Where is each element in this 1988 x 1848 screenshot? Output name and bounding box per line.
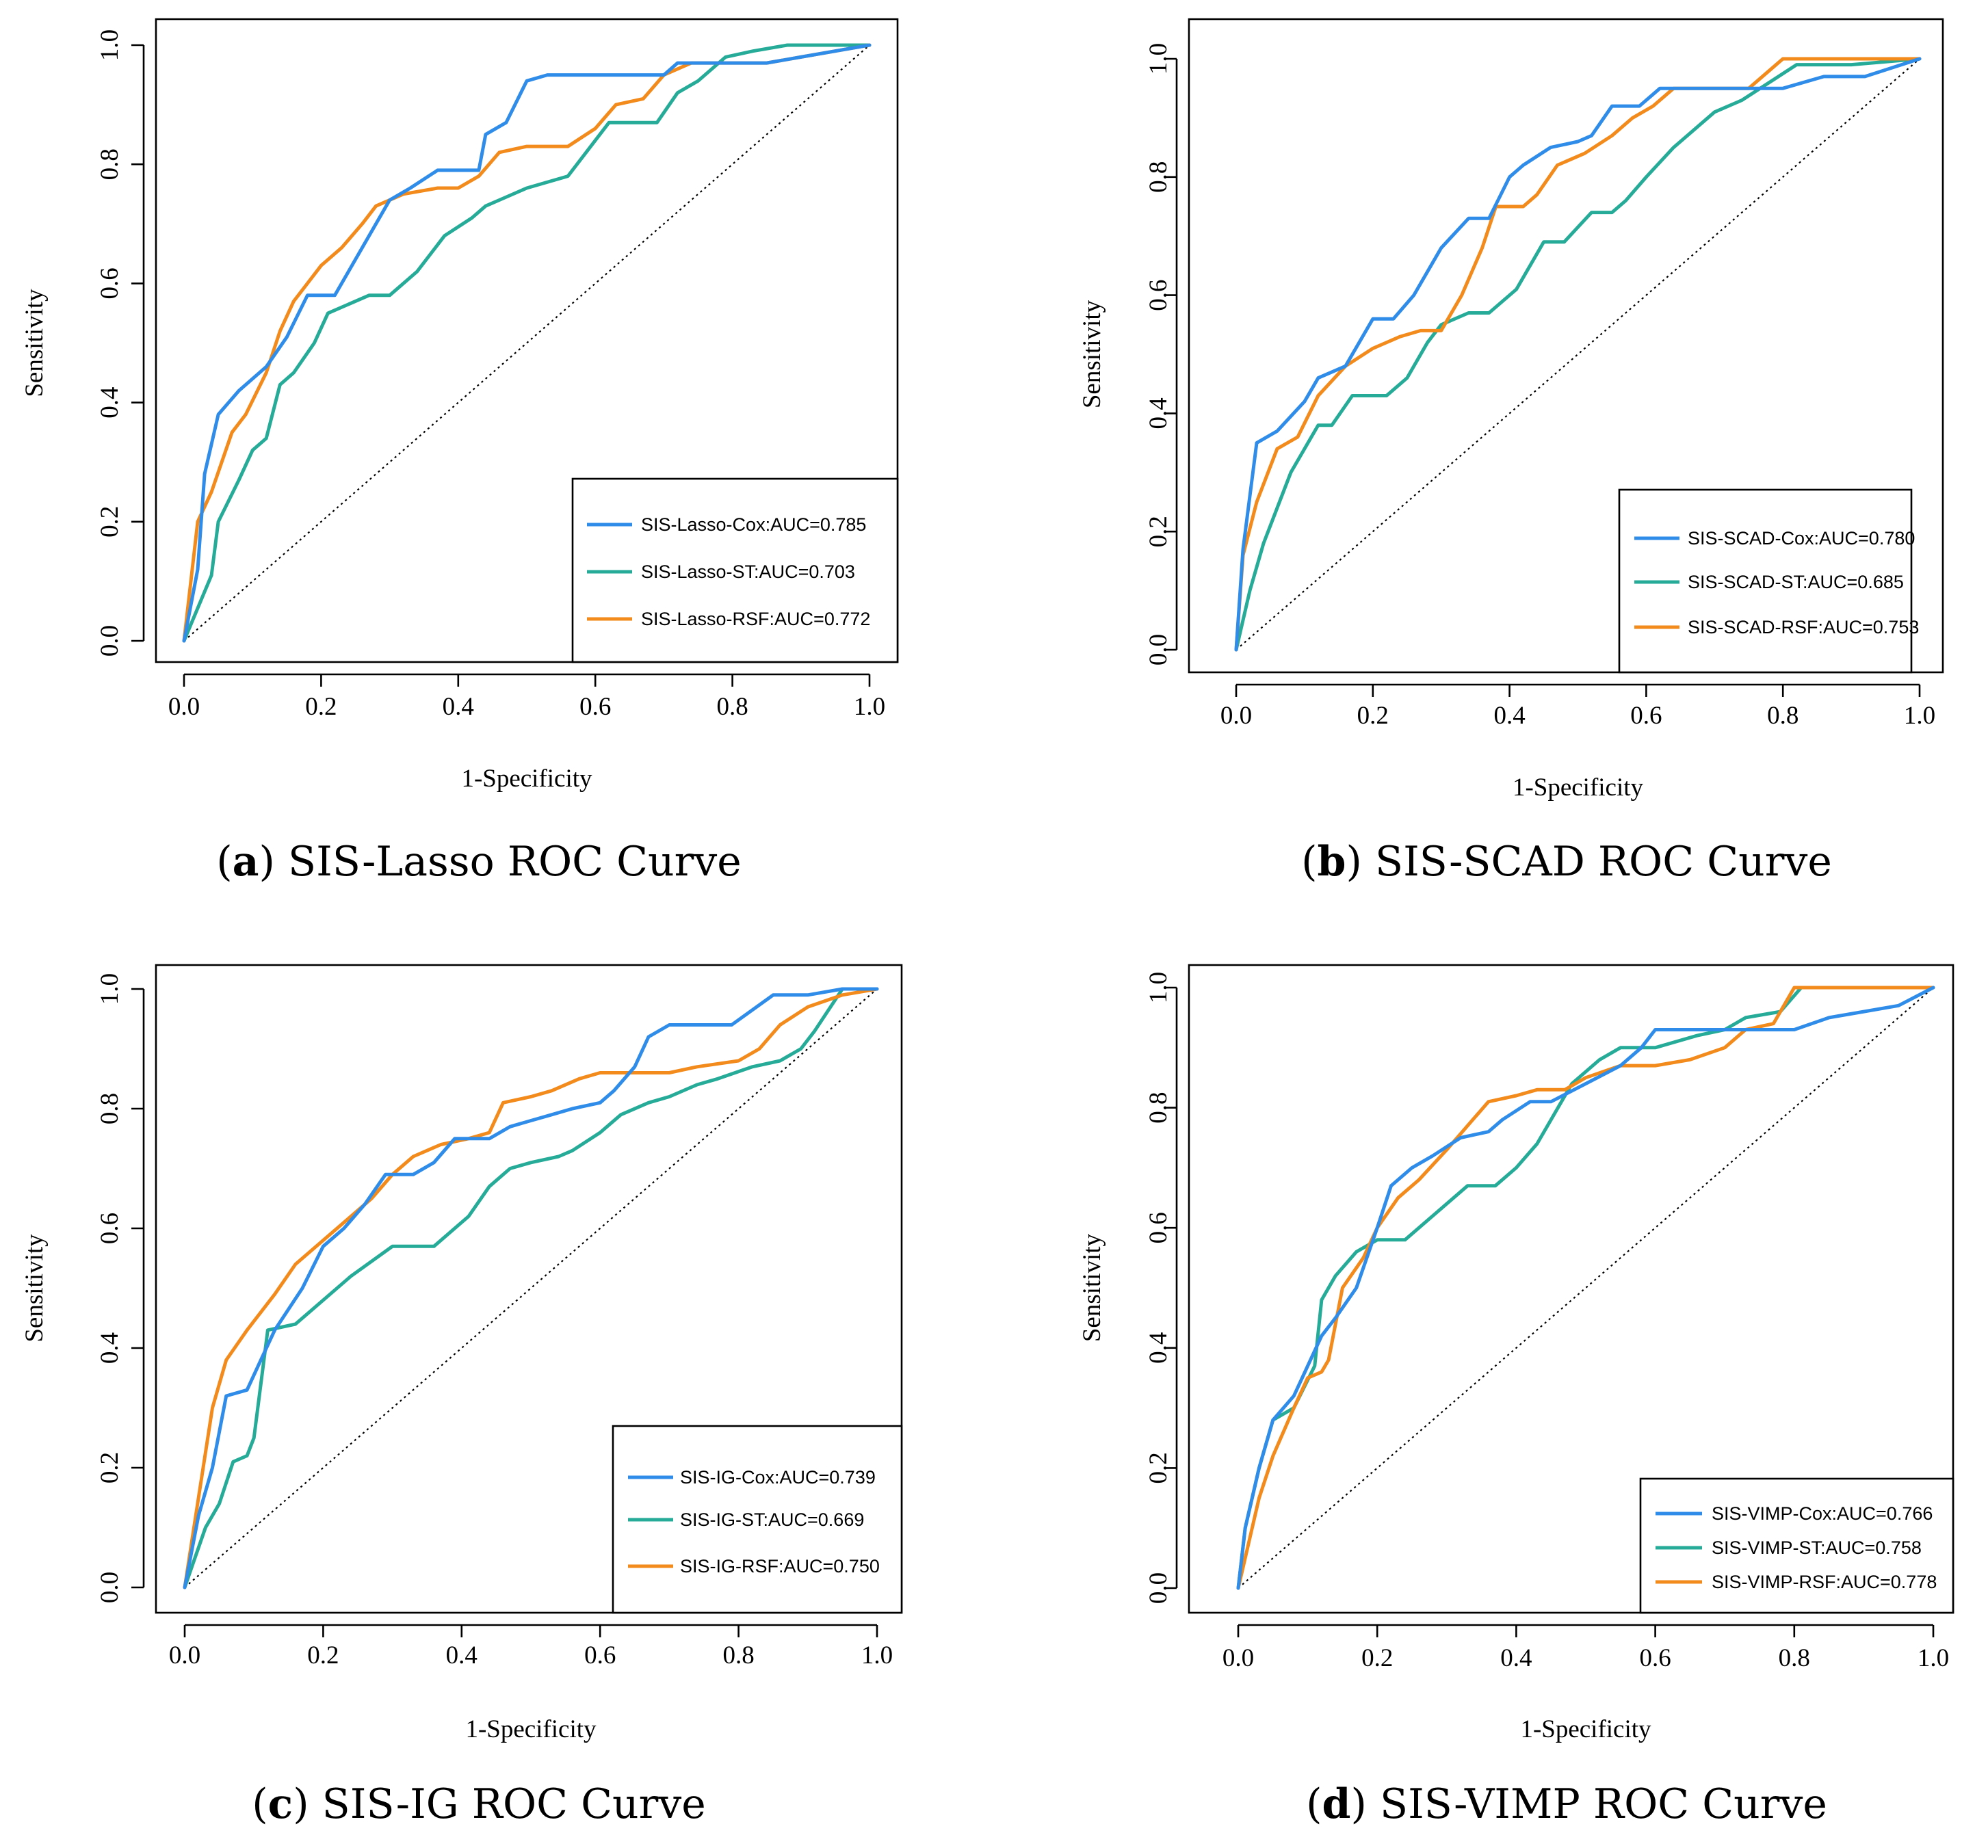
y-tick-label: 0.8	[96, 148, 124, 180]
x-axis-label: 1-Specificity	[461, 765, 592, 793]
y-tick-label: 0.2	[1145, 516, 1173, 547]
y-tick-label: 0.4	[1145, 1332, 1173, 1364]
y-axis-label: Sensitivity	[21, 289, 49, 397]
roc-panel-c: 0.0 0.2 0.4 0.6 0.8 1.0 1-Specificity 0.0 0.2 0.4…	[21, 964, 903, 1828]
x-tick-label: 0.4	[1493, 702, 1525, 730]
x-axis-label: 1-Specificity	[465, 1715, 597, 1743]
roc-curve-cox	[1236, 986, 1935, 1590]
legend-label-st: SIS-IG-ST:AUC=0.669	[680, 1509, 864, 1530]
plot-frame	[1188, 18, 1944, 674]
y-axis-label: Sensitivity	[1078, 1233, 1106, 1342]
y-tick-label: 0.0	[1145, 1572, 1173, 1604]
legend-label-cox: SIS-IG-Cox:AUC=0.739	[680, 1467, 876, 1488]
y-axis-label: Sensitivity	[21, 1234, 49, 1343]
x-tick-label: 0.4	[446, 1641, 478, 1669]
panel-caption: (d) SIS-VIMP ROC Curve	[1306, 1780, 1827, 1828]
x-tick-label: 0.2	[305, 693, 337, 721]
y-tick-label: 1.0	[96, 29, 124, 61]
x-tick-label: 0.4	[443, 693, 474, 721]
y-tick-label: 0.2	[96, 506, 124, 538]
x-tick-label: 0.8	[722, 1641, 754, 1669]
y-tick-label: 0.4	[96, 386, 124, 418]
x-tick-label: 0.8	[1767, 702, 1799, 730]
roc-curve-rsf	[1236, 986, 1935, 1590]
x-tick-label: 0.2	[307, 1641, 339, 1669]
x-tick-label: 0.0	[169, 1641, 200, 1669]
y-axis-label: Sensitivity	[1078, 300, 1106, 408]
legend-label-rsf: SIS-IG-RSF:AUC=0.750	[680, 1556, 880, 1576]
roc-curve-st	[183, 987, 879, 1589]
y-tick-label: 0.2	[96, 1452, 124, 1483]
y-tick-label: 0.8	[1145, 161, 1173, 193]
roc-curve-cox	[183, 987, 879, 1589]
y-tick-label: 0.2	[1145, 1452, 1173, 1483]
x-tick-label: 0.2	[1361, 1644, 1393, 1672]
x-tick-label: 0.6	[579, 693, 611, 721]
reference-diagonal	[183, 44, 870, 642]
y-tick-label: 1.0	[96, 973, 124, 1005]
plot-frame	[155, 18, 899, 663]
y-tick-label: 0.4	[1145, 397, 1173, 429]
x-tick-label: 0.2	[1357, 702, 1389, 730]
plot-frame	[1188, 964, 1954, 1614]
x-tick-label: 0.0	[1220, 702, 1252, 730]
x-tick-label: 1.0	[854, 693, 885, 721]
roc-curve-cox	[182, 43, 872, 643]
y-tick-label: 0.0	[96, 625, 124, 657]
legend-label-rsf: SIS-Lasso-RSF:AUC=0.772	[641, 609, 870, 629]
reference-diagonal	[184, 988, 878, 1588]
roc-panel-b: 0.0 0.2 0.4 0.6 0.8 1.0 1-Specificity 0.0 0.2 0.4…	[1078, 18, 1944, 886]
legend-label-cox: SIS-SCAD-Cox:AUC=0.780	[1688, 528, 1915, 549]
panel-caption: (a) SIS-Lasso ROC Curve	[216, 838, 742, 886]
y-tick-label: 0.8	[96, 1093, 124, 1124]
legend-label-cox: SIS-Lasso-Cox:AUC=0.785	[641, 514, 866, 535]
legend-box	[571, 477, 899, 663]
legend-label-st: SIS-SCAD-ST:AUC=0.685	[1688, 572, 1904, 592]
x-axis-label: 1-Specificity	[1520, 1715, 1651, 1743]
x-tick-label: 0.8	[1779, 1644, 1810, 1672]
x-tick-label: 0.0	[168, 693, 200, 721]
x-tick-label: 0.8	[716, 693, 748, 721]
y-tick-label: 0.6	[1145, 1212, 1173, 1243]
panel-caption: (b) SIS-SCAD ROC Curve	[1301, 838, 1832, 886]
y-tick-label: 0.6	[96, 267, 124, 299]
y-tick-label: 1.0	[1145, 972, 1173, 1003]
legend-label-cox: SIS-VIMP-Cox:AUC=0.766	[1712, 1503, 1933, 1524]
x-axis-label: 1-Specificity	[1513, 774, 1644, 802]
x-tick-label: 1.0	[1918, 1644, 1949, 1672]
legend-label-st: SIS-Lasso-ST:AUC=0.703	[641, 562, 855, 582]
roc-curve-cox	[1234, 57, 1922, 652]
x-tick-label: 1.0	[861, 1641, 893, 1669]
legend-label-rsf: SIS-VIMP-RSF:AUC=0.778	[1712, 1572, 1937, 1592]
x-tick-label: 1.0	[1904, 702, 1935, 730]
legend-label-st: SIS-VIMP-ST:AUC=0.758	[1712, 1537, 1922, 1558]
roc-panel-a: 0.0 0.2 0.4 0.6 0.8 1.0 1-Specificity 0.0 0.2 0.4…	[21, 18, 899, 886]
x-tick-label: 0.0	[1222, 1644, 1254, 1672]
roc-curve-st	[182, 43, 872, 643]
y-tick-label: 0.0	[1145, 634, 1173, 665]
y-tick-label: 0.6	[96, 1213, 124, 1244]
roc-curve-rsf	[1234, 57, 1922, 652]
y-tick-label: 0.6	[1145, 279, 1173, 311]
panel-caption: (c) SIS-IG ROC Curve	[252, 1780, 706, 1828]
x-tick-label: 0.4	[1500, 1644, 1532, 1672]
roc-curve-rsf	[183, 987, 879, 1589]
x-tick-label: 0.6	[1630, 702, 1662, 730]
y-tick-label: 0.0	[96, 1572, 124, 1603]
plot-frame	[155, 964, 903, 1614]
x-tick-label: 0.6	[584, 1641, 616, 1669]
legend-label-rsf: SIS-SCAD-RSF:AUC=0.753	[1688, 617, 1919, 637]
roc-curve-st	[1234, 57, 1922, 652]
y-tick-label: 1.0	[1145, 43, 1173, 75]
roc-panel-d: 0.0 0.2 0.4 0.6 0.8 1.0 1-Specificity 0.0 0.2 0.4…	[1078, 964, 1954, 1828]
y-tick-label: 0.8	[1145, 1092, 1173, 1123]
x-tick-label: 0.6	[1639, 1644, 1671, 1672]
y-tick-label: 0.4	[96, 1332, 124, 1364]
legend-box	[1639, 1477, 1954, 1614]
